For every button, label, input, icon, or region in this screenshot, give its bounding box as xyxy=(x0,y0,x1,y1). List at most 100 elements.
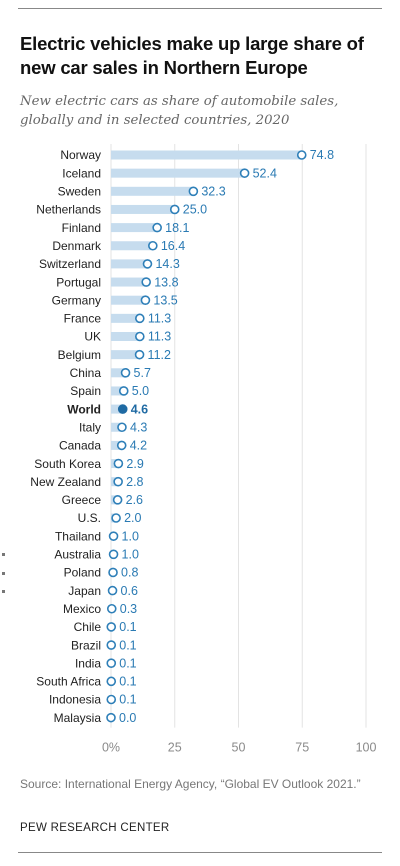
category-label: Greece xyxy=(62,493,102,507)
value-label: 5.0 xyxy=(132,384,149,398)
value-label: 0.0 xyxy=(119,711,136,725)
category-label: Chile xyxy=(74,620,102,634)
category-label: France xyxy=(64,312,102,326)
value-marker xyxy=(117,422,127,433)
chart-title: Electric vehicles make up large share of… xyxy=(20,33,364,78)
value-label: 25.0 xyxy=(183,203,207,217)
category-label: Australia xyxy=(54,548,101,562)
value-marker xyxy=(188,186,199,197)
value-label: 0.6 xyxy=(121,584,138,598)
category-label: Switzerland xyxy=(39,257,101,271)
value-label: 13.8 xyxy=(154,275,178,289)
category-label: Italy xyxy=(79,420,101,434)
value-marker xyxy=(113,476,123,487)
bottom-rule xyxy=(18,852,382,853)
x-tick-label: 25 xyxy=(168,741,182,755)
bar xyxy=(111,150,302,160)
value-label: 32.3 xyxy=(201,185,225,199)
value-marker xyxy=(106,694,117,705)
category-label: Spain xyxy=(70,384,101,398)
value-marker xyxy=(106,622,117,632)
value-marker xyxy=(108,549,119,560)
value-label: 2.8 xyxy=(126,475,143,489)
ev-share-bar-chart: Norway Iceland Sweden Netherlands Finland Den… xyxy=(30,144,377,755)
value-label: 0.1 xyxy=(119,675,136,689)
value-label: 0.3 xyxy=(120,602,137,616)
value-label: 1.0 xyxy=(122,529,139,543)
value-label: 4.6 xyxy=(131,402,148,416)
edge-mark xyxy=(2,572,5,575)
value-label: 2.9 xyxy=(126,457,143,471)
value-marker xyxy=(108,567,118,578)
category-label: UK xyxy=(84,330,101,344)
category-label: Belgium xyxy=(58,348,101,362)
value-marker xyxy=(106,676,117,687)
bar xyxy=(111,168,245,178)
bar xyxy=(111,259,148,269)
bar xyxy=(111,313,140,323)
bar xyxy=(111,368,126,378)
value-marker xyxy=(118,386,129,396)
bar xyxy=(111,204,175,214)
value-marker xyxy=(142,259,153,269)
x-tick-label: 100 xyxy=(356,741,377,755)
value-label: 0.8 xyxy=(121,566,138,580)
category-label: Finland xyxy=(62,221,101,235)
top-rule xyxy=(18,8,382,9)
value-label: 0.1 xyxy=(119,693,136,707)
value-marker xyxy=(116,440,127,451)
value-marker xyxy=(152,222,162,233)
value-label: 13.5 xyxy=(153,293,177,307)
bar xyxy=(111,404,123,414)
category-label: Indonesia xyxy=(49,693,101,707)
value-label: 0.1 xyxy=(119,656,136,670)
value-label: 52.4 xyxy=(253,166,277,180)
value-label: 11.3 xyxy=(148,312,171,326)
value-marker xyxy=(111,513,121,523)
chart-subtitle: New electric cars as share of automobile… xyxy=(20,94,339,128)
value-marker xyxy=(107,585,118,596)
value-marker xyxy=(106,603,117,614)
bar xyxy=(111,241,153,251)
category-label: Canada xyxy=(59,439,101,453)
value-marker xyxy=(140,295,151,305)
edge-mark xyxy=(2,590,5,593)
value-label: 2.0 xyxy=(124,511,141,525)
bar xyxy=(111,223,158,233)
category-label: U.S. xyxy=(78,511,101,525)
x-tick-label: 0% xyxy=(102,741,120,755)
category-label: China xyxy=(70,366,102,380)
value-label: 4.2 xyxy=(130,439,147,453)
category-label: Portugal xyxy=(56,275,101,289)
category-label: Norway xyxy=(60,148,101,162)
edge-mark xyxy=(2,553,5,556)
value-marker xyxy=(120,368,131,378)
value-label: 11.2 xyxy=(148,348,171,362)
category-label: Germany xyxy=(52,293,101,307)
category-label: Malaysia xyxy=(54,711,102,725)
value-marker xyxy=(106,658,117,669)
value-marker xyxy=(134,349,145,360)
category-label: Japan xyxy=(68,584,101,598)
category-label: World xyxy=(67,402,101,416)
value-label: 16.4 xyxy=(161,239,185,253)
bar xyxy=(111,332,140,341)
category-label: Denmark xyxy=(52,239,102,253)
brand-footer: PEW RESEARCH CENTER xyxy=(20,822,170,834)
category-labels: Norway Iceland Sweden Netherlands Finland Den… xyxy=(30,148,102,725)
value-marker xyxy=(112,495,123,505)
category-label: Netherlands xyxy=(36,203,101,217)
category-label: Thailand xyxy=(55,529,101,543)
category-label: South Africa xyxy=(36,675,101,689)
value-label: 74.8 xyxy=(310,148,334,162)
value-marker xyxy=(135,331,145,342)
value-label: 18.1 xyxy=(165,221,189,235)
bar xyxy=(111,422,122,432)
bar xyxy=(111,386,124,396)
value-label: 14.3 xyxy=(155,257,179,271)
value-marker xyxy=(239,168,250,178)
value-marker xyxy=(148,240,158,251)
bar xyxy=(111,295,146,305)
value-label: 2.6 xyxy=(126,493,143,507)
value-marker xyxy=(141,277,151,287)
